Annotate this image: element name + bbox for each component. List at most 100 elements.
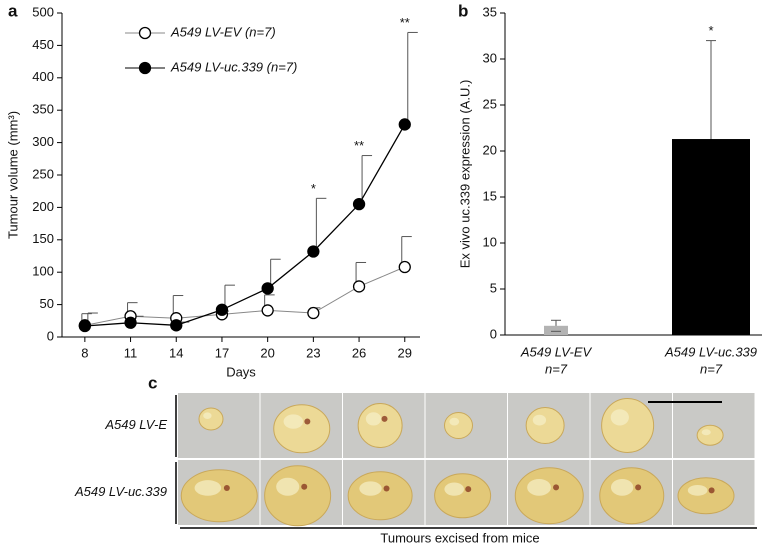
significance-mark: * xyxy=(708,23,713,38)
y-tick-label: 35 xyxy=(483,4,497,19)
y-axis-label: Tumour volume (mm³) xyxy=(5,111,20,239)
tumour xyxy=(514,467,584,525)
y-tick-label: 0 xyxy=(47,328,54,343)
tumour xyxy=(599,467,665,525)
error-bar xyxy=(361,155,373,205)
x-tick-label: 11 xyxy=(124,345,138,360)
tumour-spot xyxy=(304,418,311,425)
data-point xyxy=(78,319,92,333)
significance-mark: ** xyxy=(354,138,364,153)
y-tick-label: 500 xyxy=(32,4,54,19)
x-tick-label: 23 xyxy=(306,345,320,360)
data-point xyxy=(215,303,229,316)
y-tick-label: 300 xyxy=(32,134,54,149)
x-tick-sublabel: n=7 xyxy=(545,361,568,376)
x-tick-label: 29 xyxy=(398,345,412,360)
data-point xyxy=(352,198,366,211)
y-tick-label: 30 xyxy=(483,50,497,65)
x-tick-label: A549 LV-EV xyxy=(520,344,593,359)
error-bar xyxy=(315,197,327,252)
tumour xyxy=(180,469,258,523)
tumour xyxy=(601,398,655,453)
tumour-spot xyxy=(383,485,390,492)
data-point xyxy=(124,316,137,329)
y-tick-label: 0 xyxy=(490,326,497,341)
tumour-highlight xyxy=(532,414,547,426)
tumour-highlight xyxy=(687,484,708,496)
tumour xyxy=(434,473,492,519)
panel-label: a xyxy=(8,1,18,20)
data-point xyxy=(398,260,411,274)
error-bar xyxy=(407,31,418,125)
tumour xyxy=(264,465,332,527)
y-tick-label: 20 xyxy=(483,142,497,157)
x-tick-label: 17 xyxy=(215,345,229,360)
row-label: A549 LV-uc.339 xyxy=(74,484,167,499)
x-tick-label: 20 xyxy=(260,345,274,360)
significance-mark: ** xyxy=(400,15,410,30)
tumour-highlight xyxy=(283,414,304,429)
x-tick-label: 26 xyxy=(352,345,366,360)
tumour-highlight xyxy=(610,478,634,496)
bar xyxy=(544,325,568,335)
caption: Tumours excised from mice xyxy=(380,530,539,545)
tumour-highlight xyxy=(276,477,300,496)
data-point xyxy=(261,282,274,295)
tumour-highlight xyxy=(359,481,382,496)
y-tick-label: 15 xyxy=(483,188,497,203)
significance-mark: * xyxy=(311,181,316,196)
y-tick-label: 250 xyxy=(32,166,54,181)
legend-label: A549 LV-uc.339 (n=7) xyxy=(170,59,297,74)
data-point xyxy=(307,306,320,320)
tumour-highlight xyxy=(701,429,711,436)
tumour xyxy=(198,407,224,431)
y-tick-label: 100 xyxy=(32,264,54,279)
tumour xyxy=(273,404,331,454)
tumour-highlight xyxy=(527,478,551,496)
tumour-spot xyxy=(465,486,472,493)
data-point xyxy=(398,118,411,131)
tumour-spot xyxy=(223,484,230,491)
series-line xyxy=(84,124,406,327)
y-tick-label: 450 xyxy=(32,37,54,52)
tumour-spot xyxy=(635,484,642,491)
bar xyxy=(672,139,750,335)
data-point xyxy=(261,304,274,317)
tumour xyxy=(347,471,413,521)
legend-marker xyxy=(138,61,152,75)
tumour-highlight xyxy=(610,409,629,426)
tumour-highlight xyxy=(203,412,212,420)
tumour-spot xyxy=(381,415,388,422)
data-point xyxy=(307,245,320,258)
tumour xyxy=(444,412,473,439)
tumour-highlight xyxy=(194,480,222,496)
row-label: A549 LV-E xyxy=(104,417,167,432)
tumour-spot xyxy=(301,483,308,490)
tumour-spot xyxy=(708,487,715,494)
tumour xyxy=(525,407,565,444)
data-point xyxy=(170,319,183,332)
y-tick-label: 10 xyxy=(483,234,497,249)
y-tick-label: 5 xyxy=(490,280,497,295)
tumour xyxy=(696,424,724,446)
tumour-highlight xyxy=(444,482,465,496)
legend-marker xyxy=(138,26,152,40)
x-tick-label: 8 xyxy=(81,345,88,360)
tumour-highlight xyxy=(365,412,382,426)
x-tick-label: 14 xyxy=(169,345,183,360)
y-tick-label: 25 xyxy=(483,96,497,111)
y-tick-label: 200 xyxy=(32,199,54,214)
panel-label: b xyxy=(458,1,468,20)
y-tick-label: 350 xyxy=(32,102,54,117)
x-tick-sublabel: n=7 xyxy=(700,361,723,376)
tumour xyxy=(677,477,735,515)
y-tick-label: 50 xyxy=(40,296,54,311)
y-tick-label: 400 xyxy=(32,69,54,84)
y-axis-label: Ex vivo uc.339 expression (A.U.) xyxy=(457,80,472,269)
x-axis-label: Days xyxy=(226,364,256,379)
tumour-highlight xyxy=(449,417,460,426)
tumour-spot xyxy=(553,484,560,491)
y-tick-label: 150 xyxy=(32,231,54,246)
legend-label: A549 LV-EV (n=7) xyxy=(170,24,276,39)
